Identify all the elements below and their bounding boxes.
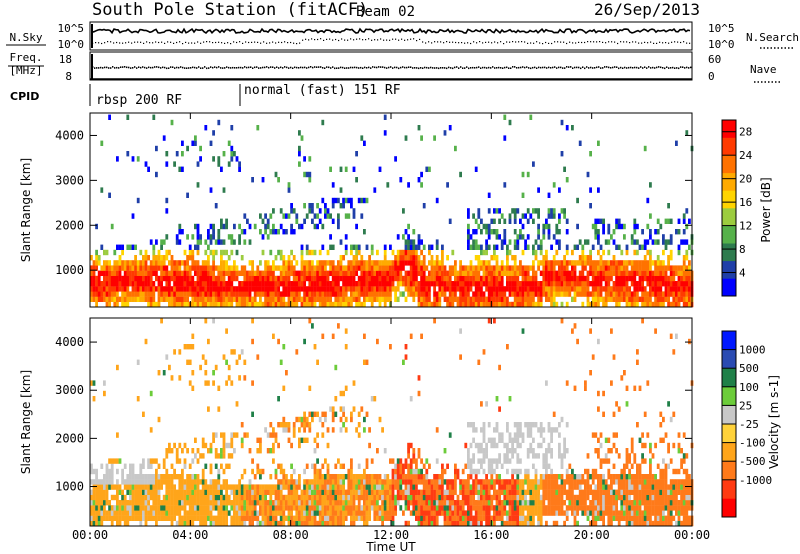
colorbar-segment <box>722 208 736 226</box>
time-axis-labels: 00:00 04:00 08:00 12:00 16:00 20:00 00:00 <box>72 528 710 542</box>
colorbar-tick-label: -100 <box>739 437 766 450</box>
colorbar-tick-label: 28 <box>739 126 752 139</box>
colorbar-segment <box>722 368 736 388</box>
frequency-panel: Freq. [MHz] 18 8 60 0 Nave <box>8 51 780 83</box>
velocity-heatmap <box>90 318 694 527</box>
colorbar-tick-label: 1000 <box>739 344 766 357</box>
power-panel: 1000 2000 3000 4000 Slant Range [km] <box>19 112 694 308</box>
colorbar-segment <box>722 137 736 156</box>
colorbar-segment <box>722 479 736 499</box>
colorbar-segment <box>722 155 736 174</box>
freq-tick-right-bottom: 0 <box>708 70 715 83</box>
colorbar-tick-label: -1000 <box>739 474 772 487</box>
noise-tick-right-top: 10^5 <box>708 22 735 35</box>
x-tick-label: 20:00 <box>574 528 610 542</box>
colorbar-segment <box>722 225 736 244</box>
noise-traces <box>91 24 691 48</box>
colorbar-segment <box>722 172 736 191</box>
velocity-ylabel: Slant Range [km] <box>19 370 33 474</box>
colorbar-tick-label: 500 <box>739 362 759 375</box>
noise-tick-right-bottom: 10^0 <box>708 38 735 51</box>
colorbar-tick-label: -25 <box>739 418 759 431</box>
colorbar-tick-label: 12 <box>739 220 752 233</box>
freq-left-label-1: Freq. <box>9 51 42 64</box>
x-tick-label: 12:00 <box>373 528 409 542</box>
station-title: South Pole Station (fitACF) <box>92 0 368 20</box>
colorbar-segment <box>722 424 736 443</box>
y-tick-label: 2000 <box>55 431 84 445</box>
beam-label: Beam 02 <box>356 4 415 20</box>
power-colorbar-label: Power [dB] <box>759 177 773 242</box>
y-tick-label: 4000 <box>55 128 84 142</box>
x-tick-label: 08:00 <box>273 528 309 542</box>
x-tick-label: 00:00 <box>674 528 710 542</box>
y-tick-label: 1000 <box>55 480 84 494</box>
noise-panel: N.Sky 10^5 10^0 10^5 10^0 N.Search <box>6 21 799 51</box>
colorbar-segment <box>722 260 736 279</box>
colorbar-segment <box>722 190 736 209</box>
freq-tick-left-top: 18 <box>59 53 72 66</box>
colorbar-tick-label: -500 <box>739 455 766 468</box>
power-axes: 1000 2000 3000 4000 <box>55 113 693 307</box>
colorbar-tick-label: 100 <box>739 381 759 394</box>
colorbar-tick-label: 8 <box>739 243 746 256</box>
date-label: 26/Sep/2013 <box>594 0 700 19</box>
x-tick-label: 04:00 <box>172 528 208 542</box>
sky-noise-trace <box>91 27 691 35</box>
colorbar-segment <box>722 243 736 262</box>
colorbar-segment <box>722 278 736 297</box>
cpid-row: CPID rbsp 200 RF normal (fast) 151 RF <box>10 83 401 108</box>
y-tick-label: 1000 <box>55 263 84 277</box>
velocity-colorbar: 1000 500 100 25 -25 -100 -500 -1000 <box>721 330 772 518</box>
velocity-panel: 1000 2000 3000 4000 Slant Range [km] <box>19 317 694 527</box>
freq-tick-left-bottom: 8 <box>65 70 72 83</box>
y-tick-label: 2000 <box>55 218 84 232</box>
colorbar-segment <box>722 386 736 406</box>
velocity-colorbar-label: Velocity [m s-1] <box>767 375 781 469</box>
colorbar-segment <box>722 331 736 350</box>
cpid-mode-2: normal (fast) 151 RF <box>244 83 401 98</box>
freq-right-label: Nave <box>750 63 777 76</box>
power-heatmap <box>90 114 694 308</box>
velocity-axes: 1000 2000 3000 4000 <box>55 318 693 526</box>
colorbar-segment <box>722 120 736 138</box>
noise-tick-left-bottom: 10^0 <box>58 38 85 51</box>
noise-left-label: N.Sky <box>9 31 42 44</box>
y-tick-label: 4000 <box>55 335 84 349</box>
colorbar-tick-label: 24 <box>739 149 753 162</box>
colorbar-tick-label: 4 <box>739 267 746 280</box>
power-ylabel: Slant Range [km] <box>19 158 33 262</box>
y-tick-label: 3000 <box>55 383 84 397</box>
time-axis-title: Time UT <box>365 540 416 554</box>
noise-right-label: N.Search <box>746 31 799 44</box>
colorbar-tick-label: 25 <box>739 399 752 412</box>
colorbar-segment <box>722 405 736 425</box>
colorbar-segment <box>722 498 736 518</box>
colorbar-segment <box>722 442 736 462</box>
y-tick-label: 3000 <box>55 173 84 187</box>
x-tick-label: 00:00 <box>72 528 108 542</box>
colorbar-segment <box>722 461 736 481</box>
colorbar-tick-label: 20 <box>739 173 752 186</box>
freq-tick-right-top: 60 <box>708 53 721 66</box>
colorbar-segment <box>722 349 736 369</box>
x-tick-label: 16:00 <box>473 528 509 542</box>
freq-traces <box>90 54 692 80</box>
noise-tick-left-top: 10^5 <box>58 22 85 35</box>
cpid-mode-1: rbsp 200 RF <box>96 93 182 108</box>
freq-left-label-2: [MHz] <box>9 64 42 77</box>
cpid-label: CPID <box>10 90 39 103</box>
colorbar-tick-label: 16 <box>739 196 752 209</box>
power-colorbar: 4 8 12 16 20 24 28 <box>721 119 753 297</box>
